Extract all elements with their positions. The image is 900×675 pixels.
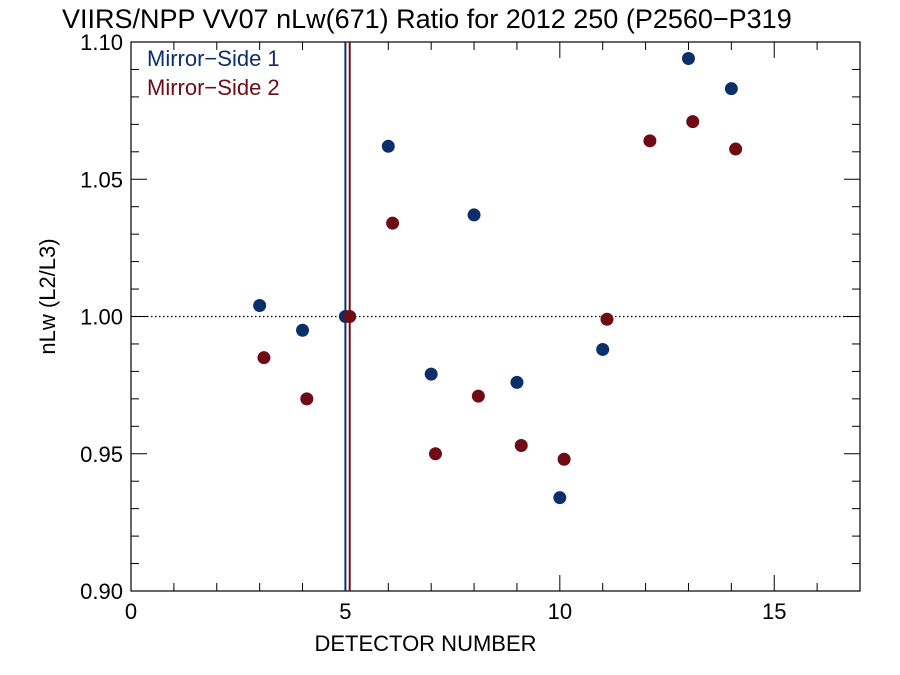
series-2-point [300, 392, 314, 406]
series-1-point [553, 491, 567, 505]
y-tick-label: 1.10 [80, 30, 123, 55]
series-1-point [253, 299, 267, 313]
series-2-point [514, 439, 528, 453]
series-2-point [471, 389, 485, 403]
series-2-point [643, 134, 657, 148]
y-tick-label: 0.90 [80, 579, 123, 604]
series-1-point [724, 82, 738, 96]
series-1-point [510, 375, 524, 389]
legend-entry-1: Mirror−Side 1 [147, 46, 280, 71]
series-1-point [424, 367, 438, 381]
series-2-point [557, 452, 571, 466]
series-2-point [729, 142, 743, 156]
y-tick-label: 0.95 [80, 442, 123, 467]
series-1-point [296, 323, 310, 337]
series-2-point [600, 312, 614, 326]
series-2-point [257, 351, 271, 365]
x-tick-label: 0 [125, 599, 137, 624]
series-1-point [681, 51, 695, 65]
x-axis-label: DETECTOR NUMBER [314, 631, 536, 656]
series-2-point [386, 216, 400, 230]
x-tick-label: 10 [548, 599, 572, 624]
chart-title: VIIRS/NPP VV07 nLw(671) Ratio for 2012 2… [62, 4, 792, 34]
series-1-point [467, 208, 481, 222]
series-1-point [596, 342, 610, 356]
x-tick-label: 5 [339, 599, 351, 624]
y-tick-label: 1.05 [80, 167, 123, 192]
series-2-point [343, 310, 357, 323]
legend-entry-2: Mirror−Side 2 [147, 75, 280, 100]
x-tick-label: 15 [762, 599, 786, 624]
y-axis-label: nLw (L2/L3) [35, 238, 60, 354]
series-2-point [686, 115, 700, 129]
series-2-point [428, 447, 442, 461]
series-1-point [381, 139, 395, 153]
y-tick-label: 1.00 [80, 305, 123, 330]
